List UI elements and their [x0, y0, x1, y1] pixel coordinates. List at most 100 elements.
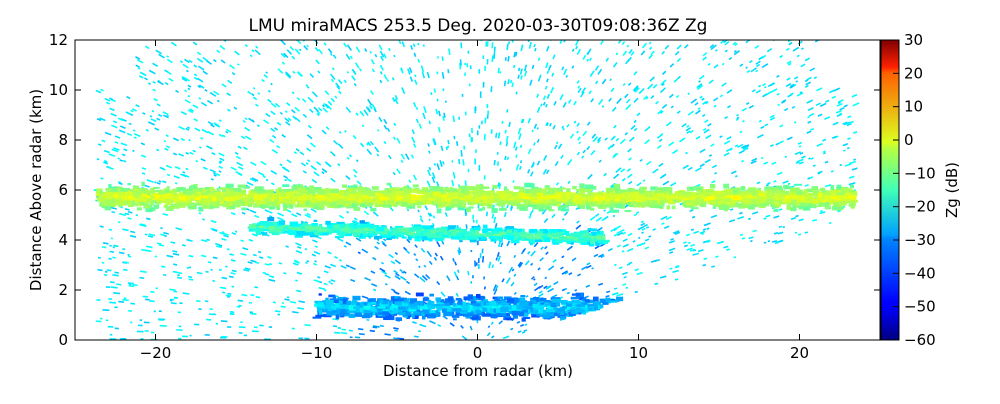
- echo-mark: [508, 157, 509, 160]
- echo-mark: [219, 245, 222, 246]
- echo-mark: [140, 271, 147, 272]
- echo-mark: [466, 224, 467, 228]
- echo-mark: [574, 237, 578, 240]
- echo-mark: [461, 231, 470, 234]
- echo-mark: [367, 143, 368, 145]
- echo-mark: [514, 65, 515, 68]
- echo-mark: [737, 117, 739, 118]
- echo-mark: [219, 162, 221, 163]
- echo-mark: [688, 243, 690, 244]
- echo-mark: [369, 237, 371, 238]
- echo-mark: [172, 251, 177, 252]
- echo-mark: [588, 308, 592, 311]
- echo-mark: [378, 130, 379, 132]
- echo-mark: [138, 68, 140, 69]
- echo-mark: [197, 273, 202, 274]
- echo-mark: [808, 158, 810, 159]
- echo-mark: [229, 254, 231, 255]
- echo-mark: [593, 186, 596, 190]
- echo-mark: [444, 303, 450, 306]
- echo-mark: [221, 321, 227, 322]
- echo-mark: [296, 290, 301, 291]
- echo-mark: [531, 236, 537, 238]
- echo-mark: [401, 227, 408, 232]
- echo-mark: [371, 302, 376, 305]
- echo-mark: [109, 302, 116, 303]
- echo-mark: [518, 331, 521, 332]
- echo-mark: [510, 328, 513, 329]
- echo-mark: [564, 40, 565, 42]
- echo-mark: [453, 303, 457, 306]
- echo-mark: [482, 307, 485, 311]
- echo-mark: [537, 128, 538, 130]
- echo-mark: [524, 330, 527, 331]
- echo-mark: [159, 245, 164, 246]
- echo-mark: [797, 55, 799, 56]
- echo-mark: [541, 302, 545, 304]
- echo-mark: [413, 184, 419, 187]
- echo-mark: [199, 147, 201, 148]
- echo-mark: [494, 47, 495, 53]
- echo-mark: [544, 233, 548, 237]
- echo-mark: [560, 316, 565, 319]
- echo-mark: [226, 295, 231, 296]
- echo-mark: [177, 272, 182, 273]
- echo-mark: [701, 233, 703, 234]
- echo-mark: [222, 278, 227, 279]
- echo-mark: [298, 224, 303, 226]
- echo-mark: [317, 277, 320, 278]
- echo-mark: [670, 268, 673, 269]
- echo-mark: [519, 232, 526, 234]
- echo-mark: [522, 302, 528, 306]
- echo-mark: [624, 277, 627, 278]
- echo-mark: [506, 142, 507, 147]
- echo-mark: [227, 249, 229, 250]
- echo-mark: [520, 297, 526, 301]
- echo-mark: [437, 99, 438, 101]
- echo-mark: [142, 173, 145, 174]
- echo-mark: [448, 232, 452, 235]
- echo-mark: [393, 228, 398, 232]
- echo-mark: [534, 279, 536, 280]
- echo-mark: [622, 251, 624, 252]
- echo-mark: [602, 106, 603, 108]
- echo-mark: [740, 131, 742, 132]
- echo-mark: [143, 113, 146, 114]
- echo-mark: [767, 183, 770, 184]
- echo-mark: [207, 239, 210, 240]
- echo-mark: [571, 233, 577, 237]
- echo-mark: [516, 155, 517, 158]
- echo-mark: [199, 213, 201, 214]
- echo-mark: [779, 226, 782, 227]
- echo-mark: [279, 263, 282, 264]
- echo-mark: [387, 80, 388, 82]
- echo-mark: [435, 238, 443, 241]
- echo-mark: [461, 150, 462, 157]
- echo-mark: [420, 216, 421, 218]
- echo-mark: [498, 183, 499, 187]
- echo-mark: [201, 138, 203, 139]
- echo-mark: [808, 178, 811, 179]
- echo-mark: [171, 242, 175, 243]
- echo-mark: [614, 265, 616, 266]
- echo-mark: [704, 258, 707, 259]
- echo-mark: [189, 256, 194, 257]
- echo-mark: [500, 169, 501, 172]
- echo-mark: [167, 56, 169, 57]
- echo-mark: [242, 295, 248, 296]
- echo-mark: [456, 298, 462, 301]
- echo-mark: [250, 295, 254, 296]
- echo-mark: [341, 329, 346, 330]
- echo-mark: [499, 208, 507, 211]
- echo-mark: [626, 288, 628, 289]
- echo-mark: [501, 302, 506, 305]
- echo-mark: [255, 262, 259, 263]
- echo-mark: [565, 311, 568, 313]
- echo-mark: [133, 130, 135, 131]
- echo-mark: [534, 44, 535, 47]
- echo-mark: [128, 283, 134, 284]
- echo-mark: [112, 275, 118, 276]
- echo-mark: [152, 111, 154, 112]
- echo-mark: [523, 119, 524, 123]
- echo-mark: [98, 270, 103, 271]
